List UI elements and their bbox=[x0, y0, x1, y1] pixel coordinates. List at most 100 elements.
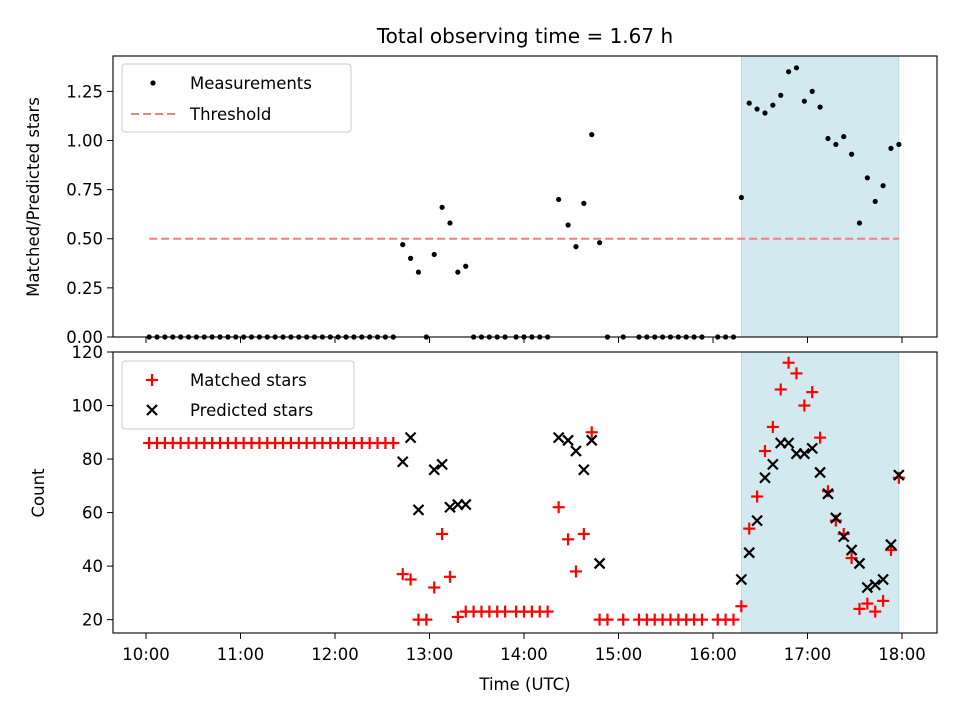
predicted-star-point-1 bbox=[404, 431, 417, 444]
bottom-panel: 20 40 60 80 100 120 10:00 11:00 12:00 13:00 14:00… bbox=[29, 343, 938, 694]
bottom-y-tick-label-0: 20 bbox=[82, 611, 103, 630]
predicted-star-point-8 bbox=[552, 431, 565, 444]
measurement-point-85 bbox=[849, 151, 855, 157]
bottom-legend: Matched stars Predicted stars bbox=[121, 360, 355, 430]
matched-star-point-36 bbox=[428, 581, 441, 594]
matched-star-point-58 bbox=[617, 613, 630, 626]
legend-marker-matched-stars bbox=[146, 374, 158, 386]
matched-star-point-81 bbox=[814, 431, 827, 444]
matched-star-point-55 bbox=[585, 426, 598, 439]
bottom-x-ticks: 10:00 11:00 12:00 13:00 14:00 15:00 16:00 17:00… bbox=[122, 633, 926, 664]
matched-star-point-54 bbox=[577, 527, 590, 540]
predicted-star-point-26 bbox=[830, 512, 842, 524]
top-legend: Measurements Threshold bbox=[121, 63, 352, 133]
bottom-y-tick-label-1: 40 bbox=[82, 557, 103, 576]
top-legend-box bbox=[121, 63, 352, 133]
matched-star-point-33 bbox=[404, 573, 417, 586]
bottom-y-ticks: 20 40 60 80 100 120 bbox=[72, 343, 113, 630]
predicted-star-point-20 bbox=[782, 437, 795, 449]
matched-star-points bbox=[143, 356, 905, 626]
matched-star-point-67 bbox=[695, 613, 708, 626]
top-y-axis-label: Matched/Predicted stars bbox=[24, 97, 43, 297]
legend-marker-predicted-stars bbox=[146, 404, 158, 416]
x-tick-label-6: 16:00 bbox=[689, 645, 737, 664]
top-x-ticks bbox=[145, 337, 903, 343]
x-axis-label: Time (UTC) bbox=[478, 675, 570, 694]
measurement-point-71 bbox=[738, 194, 744, 201]
predicted-star-point-32 bbox=[877, 573, 889, 586]
bottom-highlight-span bbox=[740, 351, 900, 634]
measurement-point-84 bbox=[841, 133, 847, 140]
bottom-y-tick-label-3: 80 bbox=[82, 450, 103, 469]
predicted-star-point-10 bbox=[570, 445, 582, 457]
predicted-star-point-29 bbox=[853, 557, 866, 570]
bottom-y-tick-label-5: 120 bbox=[72, 343, 104, 362]
matched-star-point-87 bbox=[861, 597, 874, 610]
measurement-point-55 bbox=[589, 132, 595, 138]
measurement-point-76 bbox=[778, 92, 784, 98]
top-y-tick-label-2: 0.50 bbox=[66, 230, 103, 249]
top-axes-frame bbox=[112, 55, 938, 338]
measurement-point-90 bbox=[888, 145, 894, 151]
x-tick-label-1: 11:00 bbox=[217, 645, 265, 664]
predicted-star-point-25 bbox=[822, 488, 834, 500]
measurement-point-79 bbox=[801, 98, 807, 104]
measurement-point-73 bbox=[754, 106, 760, 112]
measurement-point-52 bbox=[565, 222, 571, 228]
matched-star-point-72 bbox=[743, 522, 756, 535]
measurement-point-51 bbox=[556, 196, 562, 203]
matched-star-point-31 bbox=[387, 436, 400, 449]
x-tick-label-8: 18:00 bbox=[878, 645, 926, 664]
predicted-star-point-18 bbox=[767, 458, 779, 471]
matched-star-point-71 bbox=[735, 600, 748, 613]
measurement-point-91 bbox=[896, 141, 902, 148]
matched-star-point-57 bbox=[601, 613, 614, 626]
measurement-point-54 bbox=[581, 200, 587, 206]
measurement-point-36 bbox=[431, 251, 437, 258]
predicted-star-point-0 bbox=[396, 455, 409, 468]
matched-star-point-32 bbox=[396, 568, 409, 581]
predicted-star-point-14 bbox=[735, 573, 748, 586]
predicted-star-point-13 bbox=[593, 557, 606, 570]
bottom-y-tick-label-2: 60 bbox=[82, 504, 103, 523]
predicted-star-point-5 bbox=[444, 501, 456, 513]
bottom-legend-box bbox=[121, 360, 355, 430]
measurement-point-38 bbox=[447, 220, 453, 226]
matched-star-point-75 bbox=[766, 420, 779, 433]
measurement-point-74 bbox=[762, 110, 768, 116]
matched-star-point-76 bbox=[774, 383, 787, 396]
matched-star-point-51 bbox=[552, 501, 565, 514]
measurement-point-53 bbox=[573, 244, 579, 250]
matched-star-point-37 bbox=[436, 527, 449, 540]
measurement-point-34 bbox=[415, 269, 422, 275]
measurement-point-32 bbox=[400, 242, 406, 248]
matched-star-point-80 bbox=[806, 386, 819, 399]
top-y-tick-label-0: 0.00 bbox=[66, 328, 103, 347]
measurement-point-78 bbox=[793, 65, 800, 71]
legend-label-measurements: Measurements bbox=[190, 74, 312, 93]
top-y-tick-label-4: 1.00 bbox=[66, 131, 103, 150]
matched-star-point-45 bbox=[499, 605, 512, 618]
matched-star-point-77 bbox=[782, 356, 795, 369]
predicted-star-point-28 bbox=[845, 544, 858, 556]
top-highlight-span bbox=[740, 55, 900, 338]
measurement-point-87 bbox=[864, 175, 870, 181]
measurement-point-83 bbox=[833, 141, 839, 148]
legend-label-predicted-stars: Predicted stars bbox=[190, 401, 313, 420]
matched-star-point-73 bbox=[751, 490, 764, 503]
x-tick-label-5: 15:00 bbox=[595, 645, 643, 664]
measurement-point-39 bbox=[455, 269, 461, 275]
matched-star-point-39 bbox=[451, 610, 464, 623]
measurement-point-82 bbox=[825, 135, 831, 142]
matched-star-point-74 bbox=[758, 445, 771, 458]
x-tick-label-0: 10:00 bbox=[122, 645, 170, 664]
measurement-point-33 bbox=[408, 255, 414, 261]
bottom-axes-frame bbox=[112, 351, 938, 634]
measurement-point-56 bbox=[597, 240, 603, 246]
predicted-star-point-15 bbox=[743, 546, 756, 559]
measurement-point-86 bbox=[856, 220, 863, 226]
predicted-star-point-34 bbox=[893, 469, 905, 481]
top-y-tick-label-5: 1.25 bbox=[66, 82, 103, 101]
measurement-points bbox=[146, 65, 902, 340]
